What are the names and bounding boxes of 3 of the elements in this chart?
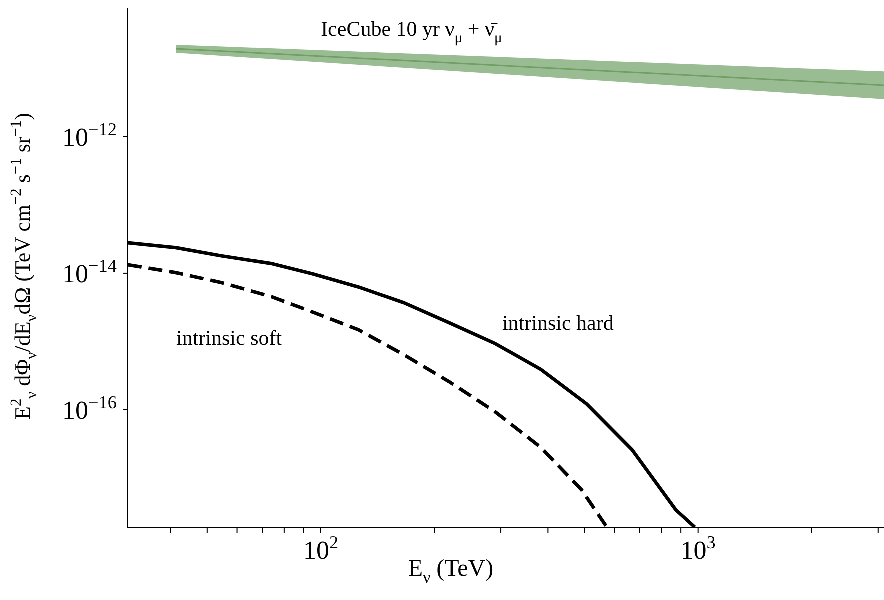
text: E2ν dΦν/dEνdΩ (TeV cm−2 s−1 sr−1) bbox=[8, 113, 41, 420]
series-label: intrinsic soft bbox=[176, 326, 282, 350]
series-label: intrinsic hard bbox=[502, 310, 614, 335]
